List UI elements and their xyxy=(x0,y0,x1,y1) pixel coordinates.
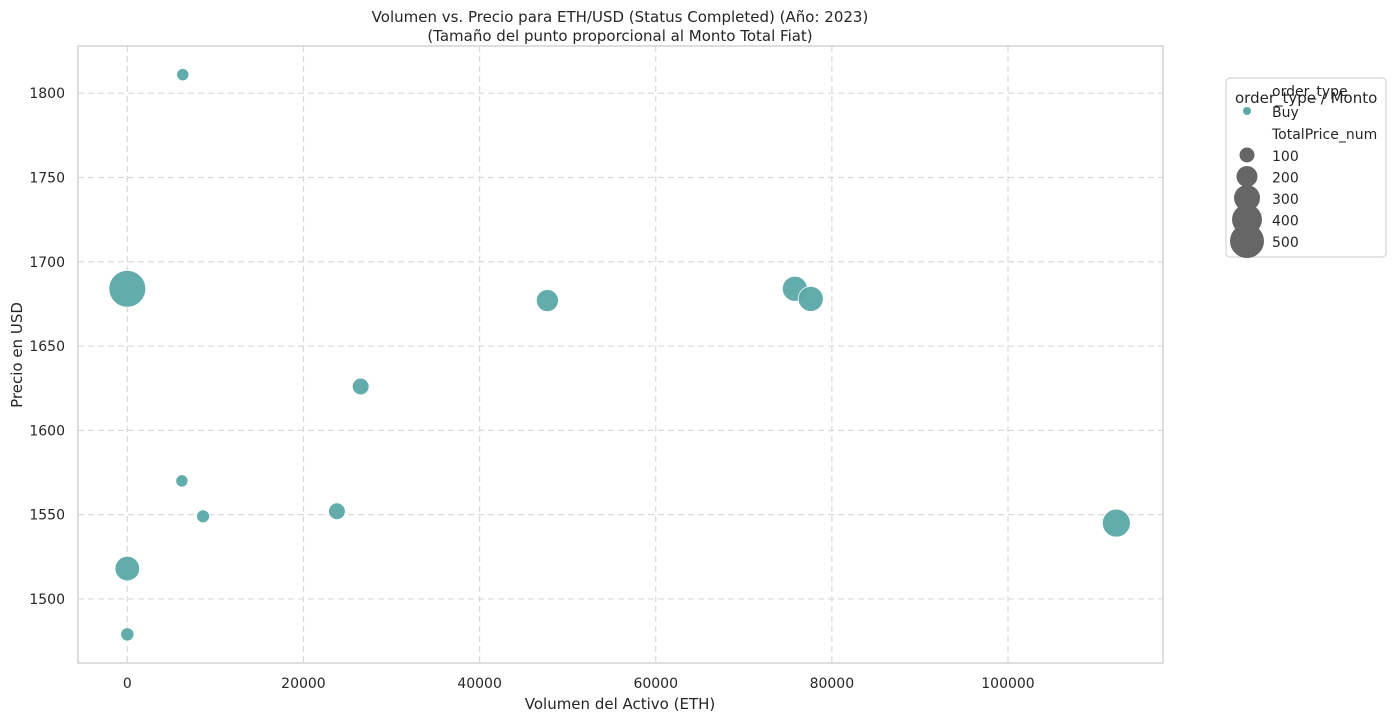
legend-size-marker xyxy=(1234,185,1260,211)
legend-size-label: 300 xyxy=(1272,192,1299,208)
data-point xyxy=(196,509,210,524)
legend-size-label: 500 xyxy=(1272,235,1299,251)
data-point xyxy=(120,627,135,642)
chart-subtitle: (Tamaño del punto proporcional al Monto … xyxy=(427,27,812,45)
data-point xyxy=(1101,508,1131,538)
legend: order_type / Monto order_type Buy TotalP… xyxy=(1225,77,1387,258)
data-point xyxy=(175,474,189,488)
legend-hue-items: Buy xyxy=(1243,105,1299,121)
legend-size-label: 400 xyxy=(1272,214,1299,230)
legend-box xyxy=(1225,77,1387,258)
legend-hue-title: order_type xyxy=(1272,84,1348,100)
legend-size-items: 100 200 300 400 500 xyxy=(1230,147,1299,258)
y-tick-label: 1750 xyxy=(29,170,65,186)
y-tick-label: 1700 xyxy=(29,255,65,271)
y-axis-label: Precio en USD xyxy=(8,302,26,408)
legend-size-marker xyxy=(1236,166,1258,187)
chart-title: Volumen vs. Precio para ETH/USD (Status … xyxy=(372,8,869,26)
legend-hue-label: Buy xyxy=(1272,105,1299,121)
y-tick-label: 1500 xyxy=(29,592,65,608)
y-tick-label: 1800 xyxy=(29,86,65,102)
x-tick-label: 60000 xyxy=(633,676,678,692)
legend-size-marker xyxy=(1230,224,1264,258)
data-point xyxy=(797,285,824,312)
x-axis-label: Volumen del Activo (ETH) xyxy=(525,695,716,713)
legend-size-label: 100 xyxy=(1272,149,1299,165)
data-point xyxy=(176,68,190,82)
x-tick-label: 80000 xyxy=(810,676,855,692)
y-tick-label: 1600 xyxy=(29,423,65,439)
data-point xyxy=(328,502,346,521)
y-tick-label: 1650 xyxy=(29,339,65,355)
x-tick-label: 40000 xyxy=(457,676,502,692)
legend-size-label: 200 xyxy=(1272,171,1299,187)
x-tick-label: 100000 xyxy=(981,676,1034,692)
tick-labels: 0 20000 40000 60000 80000 100000 1500 1550 1600 1… xyxy=(29,86,1034,692)
legend-title: order_type / Monto xyxy=(1235,89,1377,108)
legend-hue-marker xyxy=(1243,107,1251,115)
y-tick-label: 1550 xyxy=(29,508,65,524)
grid-lines xyxy=(78,46,1163,663)
legend-size-marker xyxy=(1239,147,1255,163)
data-point xyxy=(351,377,370,396)
plot-frame xyxy=(77,45,1164,664)
x-tick-label: 20000 xyxy=(281,676,326,692)
x-tick-label: 0 xyxy=(123,676,132,692)
legend-size-title: TotalPrice_num xyxy=(1271,127,1377,143)
data-point xyxy=(535,289,559,313)
data-point xyxy=(114,555,141,582)
data-point xyxy=(108,269,147,308)
data-points xyxy=(108,68,1131,642)
